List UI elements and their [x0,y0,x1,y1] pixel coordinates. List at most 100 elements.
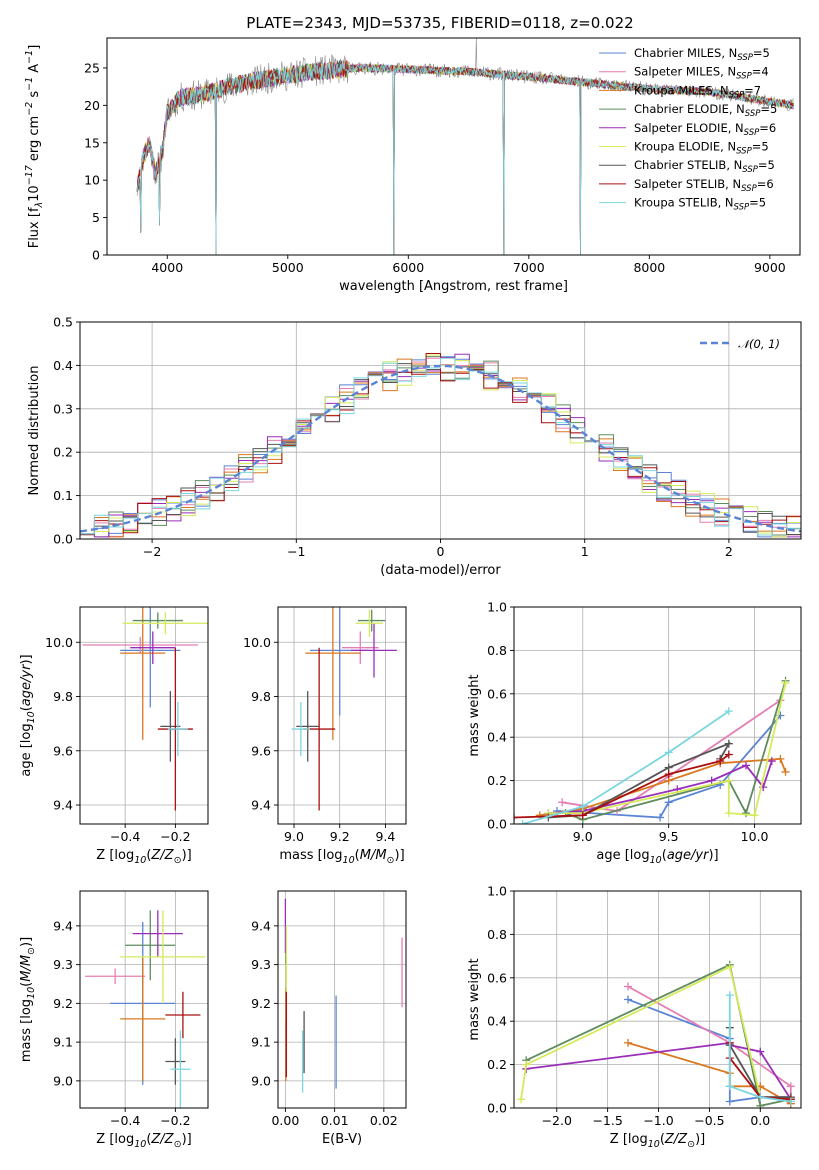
axes-frame [277,890,407,1109]
data-point [664,748,673,757]
tick-label-y: 0.0 [487,1101,507,1116]
errorbar-chabrier-elodie [358,609,386,632]
tick-label-y: 9.1 [251,1035,271,1050]
legend-entry: Chabrier ELODIE, NSSP=5 [634,102,777,119]
series-line [565,680,787,821]
label-part: ⊙ [26,947,37,955]
label-part: age [log [596,848,649,863]
tick-label-x: −0.4 [110,1113,140,1128]
chart-mass_vs_EBV: 0.00 0.01 0.02 9.0 9.1 9.2 9.3 9.4 E(B-V) [251,890,407,1147]
tick-label-x: −1 [287,544,305,559]
data-point [781,678,790,687]
axes-frame [513,606,802,825]
label-part: Flux [f [27,207,42,248]
label-part: ( [19,706,34,711]
tick-label-y: 9.2 [251,996,271,1011]
errorbar-salpeter-miles [85,968,146,984]
label-part: )] [182,848,192,863]
data-point [522,1060,531,1069]
label-part: ( [355,848,360,863]
tick-label-y: 9.0 [53,1073,73,1088]
legend-entry: Chabrier STELIB, NSSP=5 [634,158,775,175]
label-part: −2 [24,102,35,116]
label-part: age [log [19,723,34,776]
label-part: −1 [24,50,35,64]
label-part: (data-model)/error [380,563,501,578]
series-line [561,699,781,812]
data-point [535,811,544,820]
label-part: Z [log [96,848,134,863]
data-point [724,776,733,785]
legend-suffix: =4 [752,65,769,79]
errorbar-salpeter-miles [342,631,379,664]
data-point [756,1093,765,1102]
chart-residuals: −2 −1 0 1 2 0.0 0.1 0.2 0.3 0.4 0.5 (data-model)/er… [27,315,802,578]
series-line [522,710,730,824]
gaussian-curve [80,364,801,533]
legend-entry: Chabrier MILES, NSSP=5 [634,46,770,63]
errorbar-chabrier-stelib [296,691,320,762]
label-part: −1 [24,77,35,91]
legend-suffix: =6 [757,177,774,191]
label-part: ( [660,1132,665,1147]
legend-label: Chabrier ELODIE, N [634,102,745,116]
data-point [664,770,673,779]
plot-area [80,322,801,539]
label-part: ( [146,1132,151,1147]
tick-label-x: −1.0 [643,1113,673,1128]
label-part: Z [log [96,1132,134,1147]
legend-suffix: =5 [760,102,777,116]
data-point [514,813,518,822]
tick-label-y: 9.8 [53,689,73,704]
label-part: age/yr [667,848,710,863]
legend-label: Kroupa MILES, N [634,83,729,97]
chart-age_vs_Z: −0.4 −0.29.49.69.810.0Z [log10(Z/Z⊙)]age … [19,606,209,866]
label-part: 10 [648,1139,660,1150]
data-point [756,1047,765,1056]
y-axis-label: Flux [fλ10−17 erg cm−2 s−1 A−1] [24,45,45,249]
label-part: 10 [27,185,42,202]
data-point [781,767,790,776]
errorbar-kroupa-miles [305,607,361,740]
series-salpeter-stelib [514,750,733,822]
label-part: )] [19,937,34,947]
errorbar-kroupa-stelib [291,701,310,757]
label-part: mass [log [279,848,342,863]
label-part: Z [log [610,1132,648,1147]
tick-label-x: 9000 [754,260,786,275]
label-part: ] [27,45,42,50]
x-axis-label: Z [log10(Z/Z⊙)] [610,1132,705,1150]
tick-label-x: 4000 [151,260,183,275]
legend-sub: SSP [737,53,753,63]
label-part: wavelength [Angstrom, rest frame] [339,279,568,294]
data-point [656,813,665,822]
tick-label-x: 7000 [513,260,545,275]
data-point [724,739,733,748]
label-part: )] [182,1132,192,1147]
label-part: mass weight [467,958,482,1040]
tick-label-y: 0.2 [53,445,73,460]
data-point [742,809,751,818]
legend-sub: SSP [745,109,761,119]
tick-label-y: 9.2 [53,996,73,1011]
tick-label-y: 0.4 [487,1014,507,1029]
y-axis-label: age [log10(age/yr)] [19,654,37,776]
data-point [518,820,527,824]
errorbar-salpeter-miles [82,636,198,654]
errorbar-chabrier-stelib [165,1038,186,1085]
y-axis-label: Normed distribution [27,366,42,496]
tick-label-x: 0.01 [321,1113,349,1128]
label-part: ⊙ [174,1139,182,1150]
data-point [623,982,632,991]
tick-label-x: −0.5 [694,1113,724,1128]
tick-label-y: 0.2 [487,773,507,788]
label-part: A [27,64,42,77]
tick-label-y: 0.4 [487,730,507,745]
data-point [725,991,734,1000]
label-part: age/yr [19,663,34,706]
tick-label-y: 9.6 [251,743,271,758]
label-part: s [27,91,42,102]
x-axis-label: (data-model)/error [380,563,501,578]
tick-label-y: 9.3 [53,957,73,972]
